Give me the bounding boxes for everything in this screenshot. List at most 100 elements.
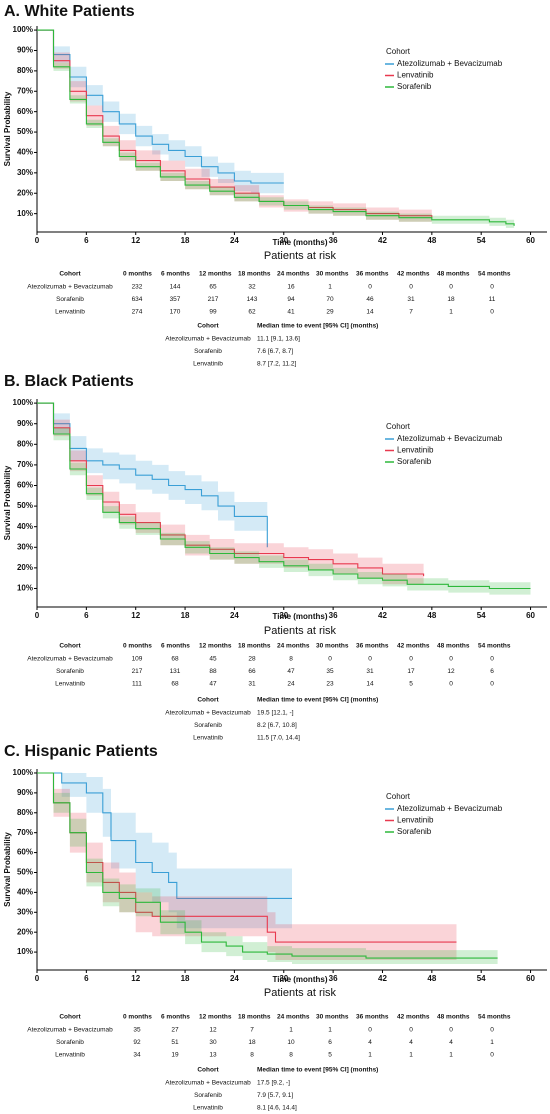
risk-header: 0 months [123, 1014, 152, 1021]
risk-count: 0 [449, 656, 453, 663]
risk-cohort: Atezolizumab + Bevacizumab [27, 1027, 113, 1034]
x-tick-label: 6 [84, 611, 89, 620]
legend-label: Sorafenib [397, 82, 432, 91]
median-value: 11.1 [9.1, 13.6] [257, 336, 300, 343]
risk-count: 31 [248, 681, 256, 688]
risk-count: 1 [328, 1027, 332, 1034]
risk-count: 94 [287, 296, 295, 303]
y-axis-label: Survival Probability [3, 832, 12, 907]
risk-header: Cohort [59, 1014, 81, 1021]
risk-header: 30 months [316, 271, 349, 278]
ci-band [37, 773, 498, 964]
risk-count: 217 [208, 296, 219, 303]
y-tick-label: 30% [17, 168, 33, 177]
y-tick-label: 10% [17, 584, 33, 593]
ci-band [37, 30, 432, 224]
x-tick-label: 36 [329, 974, 338, 983]
median-cohort: Lenvatinib [193, 1104, 223, 1111]
risk-count: 357 [170, 296, 181, 303]
risk-count: 1 [289, 1027, 293, 1034]
risk-count: 27 [171, 1027, 179, 1034]
risk-count: 47 [209, 681, 217, 688]
median-header: Median time to event [95% CI] (months) [257, 1067, 378, 1074]
median-cohort: Lenvatinib [193, 360, 223, 367]
risk-count: 7 [409, 309, 413, 316]
risk-count: 1 [328, 284, 332, 291]
y-tick-label: 50% [17, 127, 33, 136]
median-value: 8.2 [6.7, 10.8] [257, 722, 297, 729]
x-tick-label: 0 [35, 611, 40, 620]
median-cohort: Sorafenib [194, 722, 222, 729]
survival-line [37, 402, 531, 590]
survival-line [37, 772, 498, 959]
risk-count: 8 [250, 1052, 254, 1059]
survival-line [37, 402, 268, 548]
legend-label: Atezolizumab + Bevacizumab [397, 59, 503, 68]
risk-cohort: Sorafenib [56, 668, 84, 675]
ci-band [37, 773, 292, 929]
median-value: 8.7 [7.2, 11.2] [257, 360, 296, 367]
risk-cohort: Lenvatinib [55, 681, 85, 688]
median-value: 7.9 [5.7, 9.1] [257, 1092, 293, 1099]
risk-count: 5 [409, 681, 413, 688]
risk-count: 18 [447, 296, 455, 303]
median-cohort: Atezolizumab + Bevacizumab [165, 710, 251, 717]
risk-count: 634 [132, 296, 143, 303]
risk-count: 31 [407, 296, 415, 303]
y-tick-label: 80% [17, 808, 33, 817]
y-axis-label: Survival Probability [3, 465, 12, 540]
panel-title: C. Hispanic Patients [4, 743, 158, 760]
y-tick-label: 80% [17, 66, 33, 75]
risk-header: 12 months [199, 271, 232, 278]
risk-count: 32 [248, 284, 256, 291]
risk-count: 0 [449, 681, 453, 688]
median-value: 17.5 [9.2, -] [257, 1080, 290, 1087]
risk-header: 42 months [397, 271, 430, 278]
y-tick-label: 60% [17, 481, 33, 490]
median-cohort: Sorafenib [194, 348, 222, 355]
risk-header: 36 months [356, 1014, 389, 1021]
risk-count: 99 [209, 309, 217, 316]
x-tick-label: 54 [477, 236, 486, 245]
x-tick-label: 24 [230, 974, 239, 983]
x-axis-label: Time (months) [273, 975, 328, 984]
risk-count: 14 [366, 681, 374, 688]
risk-header: 48 months [437, 643, 470, 650]
y-tick-label: 90% [17, 788, 33, 797]
legend-label: Atezolizumab + Bevacizumab [397, 804, 503, 813]
risk-header: 36 months [356, 643, 389, 650]
x-tick-label: 12 [131, 611, 140, 620]
median-cohort: Sorafenib [194, 1092, 222, 1099]
risk-count: 92 [133, 1039, 141, 1046]
risk-count: 0 [449, 1027, 453, 1034]
panel-title: A. White Patients [4, 3, 135, 20]
risk-count: 8 [289, 1052, 293, 1059]
x-tick-label: 0 [35, 236, 40, 245]
risk-count: 12 [209, 1027, 217, 1034]
risk-count: 68 [171, 656, 179, 663]
risk-header: 0 months [123, 643, 152, 650]
risk-count: 0 [409, 284, 413, 291]
x-axis-label: Time (months) [273, 612, 328, 621]
risk-count: 14 [366, 309, 374, 316]
ci-band [37, 403, 531, 595]
y-tick-label: 70% [17, 460, 33, 469]
risk-count: 6 [490, 668, 494, 675]
risk-count: 18 [248, 1039, 256, 1046]
risk-header: 0 months [123, 271, 152, 278]
risk-header: 6 months [161, 1014, 190, 1021]
risk-count: 0 [368, 1027, 372, 1034]
risk-cohort: Atezolizumab + Bevacizumab [27, 656, 113, 663]
risk-count: 1 [449, 309, 453, 316]
risk-count: 0 [490, 1052, 494, 1059]
x-tick-label: 48 [427, 974, 436, 983]
x-tick-label: 48 [427, 611, 436, 620]
risk-count: 0 [490, 681, 494, 688]
risk-count: 24 [287, 681, 295, 688]
risk-count: 28 [248, 656, 256, 663]
risk-count: 6 [328, 1039, 332, 1046]
y-tick-label: 30% [17, 542, 33, 551]
risk-count: 34 [133, 1052, 141, 1059]
y-tick-label: 20% [17, 927, 33, 936]
risk-count: 131 [170, 668, 181, 675]
